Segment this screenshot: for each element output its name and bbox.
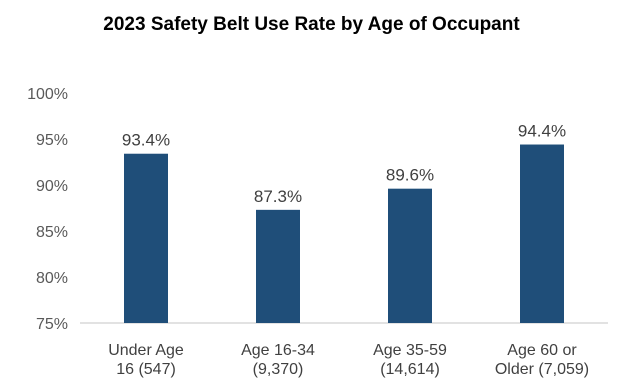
category-label: Age 35-59: [373, 342, 447, 359]
data-label: 94.4%: [518, 122, 566, 141]
category-label: (9,370): [253, 361, 304, 378]
y-tick-label: 75%: [36, 316, 68, 333]
bar: [124, 153, 168, 323]
category-label: Age 60 or: [507, 342, 577, 359]
y-tick-label: 80%: [36, 270, 68, 287]
data-label: 87.3%: [254, 187, 302, 206]
chart-title: 2023 Safety Belt Use Rate by Age of Occu…: [103, 14, 520, 35]
category-label: Older (7,059): [495, 361, 589, 378]
y-tick-label: 100%: [27, 86, 68, 103]
y-tick-label: 90%: [36, 178, 68, 195]
bar: [520, 144, 564, 323]
category-label: Age 16-34: [241, 342, 315, 359]
y-tick-label: 85%: [36, 224, 68, 241]
category-label: 16 (547): [116, 361, 176, 378]
category-label: Under Age: [108, 342, 184, 359]
category-label: (14,614): [380, 361, 440, 378]
data-label: 89.6%: [386, 166, 434, 185]
y-tick-label: 95%: [36, 132, 68, 149]
bar: [256, 209, 300, 323]
data-label: 93.4%: [122, 131, 170, 150]
bar: [388, 188, 432, 323]
